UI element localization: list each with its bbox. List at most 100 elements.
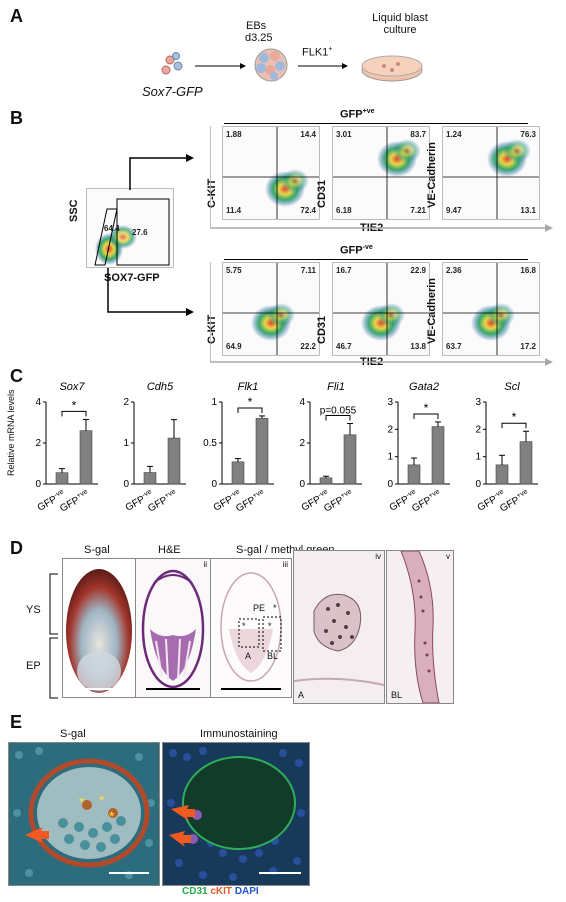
bl-label-iii: BL [267, 651, 279, 661]
quadrant-value-pos-3-2: 76.3 [520, 130, 536, 139]
ssc-axis-label: SSC [68, 199, 80, 222]
bar-ytick-label-3-0: 0 [299, 479, 305, 490]
panel-a-diagram [161, 48, 423, 82]
bar-ytick-label-5-1: 1 [475, 452, 481, 463]
bar-2-0 [231, 461, 245, 485]
svg-text:*: * [109, 808, 115, 824]
a-label-iii: A [245, 651, 252, 661]
quadrant-value-neg-1-2: 7.11 [300, 266, 316, 275]
bar-ytick-label-4-0: 0 [387, 479, 393, 490]
gate-arrows [107, 154, 194, 316]
bar-title-1: Cdh5 [147, 381, 174, 393]
panel-c-label: C [10, 366, 23, 386]
dapi-legend: DAPI [234, 886, 259, 897]
sox7-gfp-label: Sox7-GFP [142, 84, 203, 99]
bar-4-1 [431, 426, 445, 485]
bar-ytick-label-5-2: 2 [475, 424, 481, 435]
bar-ytick-label-4-1: 1 [387, 452, 393, 463]
sig-label-4: * [424, 401, 429, 415]
micrograph-e-immuno [162, 742, 310, 886]
gate-left-value: 64.4 [104, 224, 120, 233]
gating-scatter-plot [86, 188, 174, 268]
quadrant-value-pos-1-4: 72.4 [300, 206, 316, 215]
roman-iv: iv [375, 552, 381, 561]
quadrant-value-pos-1-1: 1.88 [226, 130, 242, 139]
he-label: H&E [158, 544, 181, 556]
bar-ytick-label-1-2: 2 [123, 397, 129, 408]
quadrant-value-pos-1-3: 11.4 [226, 206, 242, 215]
quadrant-value-neg-3-3: 63.7 [446, 342, 462, 351]
bar-ytick-label-3-2: 4 [299, 397, 305, 408]
micrograph-d-ii: ii [135, 558, 211, 698]
bar-ytick-label-0-1: 2 [35, 438, 41, 449]
micrograph-d-iv: iv A [293, 550, 385, 704]
bar-1-0 [143, 472, 157, 485]
flow-plot-neg-1: 5.75 7.11 64.9 22.2 [222, 262, 320, 356]
roman-i: i [130, 560, 132, 569]
quadrant-value-neg-2-1: 16.7 [336, 266, 352, 275]
bar-4-0 [407, 464, 421, 485]
bar-title-5: Scl [504, 381, 520, 393]
bar-ytick-label-1-0: 0 [123, 479, 129, 490]
flow-plot-neg-3: 2.36 16.8 63.7 17.2 [442, 262, 540, 356]
quadrant-value-pos-2-4: 7.21 [410, 206, 426, 215]
roman-v: v [446, 552, 450, 561]
sig-label-2: * [248, 395, 253, 409]
ep-label: EP [26, 660, 41, 672]
micrograph-d-v: v BL [386, 550, 454, 704]
bar-ytick-label-5-0: 0 [475, 479, 481, 490]
a-label-iv: A [298, 690, 305, 700]
ys-ep-bracket [49, 573, 58, 699]
ckit-legend: cKIT [210, 886, 233, 897]
quadrant-value-pos-2-1: 3.01 [336, 130, 352, 139]
flow-plot-pos-3: 1.24 76.3 9.47 13.1 [442, 126, 540, 220]
star-d2: * [242, 621, 246, 631]
gfp-neg-title: GFP-ve [340, 244, 373, 257]
quadrant-value-neg-3-4: 17.2 [520, 342, 536, 351]
mrna-y-label: Relative mRNA levels [6, 389, 16, 476]
quadrant-value-pos-3-3: 9.47 [446, 206, 462, 215]
sig-label-0: * [72, 398, 77, 412]
panel-a-label: A [10, 6, 23, 26]
bar-1-1 [167, 437, 181, 485]
quadrant-value-neg-3-2: 16.8 [520, 266, 536, 275]
bar-3-1 [343, 434, 357, 485]
quadrant-value-neg-2-4: 13.8 [410, 342, 426, 351]
liquid-blast-label: Liquid blast culture [372, 12, 428, 36]
sig-bracket-4 [413, 413, 439, 419]
bar-title-2: Flk1 [238, 381, 259, 393]
star-d3: * [268, 621, 272, 631]
bar-ytick-label-4-2: 2 [387, 424, 393, 435]
bl-label-v: BL [391, 690, 403, 700]
sig-label-3: p=0.055 [320, 406, 357, 417]
bar-ytick-label-2-1: 0.5 [203, 438, 217, 449]
bar-title-3: Fli1 [327, 381, 345, 393]
bar-ytick-label-4-3: 3 [387, 397, 393, 408]
quadrant-value-pos-3-1: 1.24 [446, 130, 462, 139]
panel-d-label: D [10, 538, 23, 558]
gfp-pos-rule [224, 123, 528, 124]
flk1-label: FLK1+ [302, 46, 333, 59]
bar-5-1 [519, 441, 533, 485]
roman-iii: iii [282, 560, 288, 569]
quadrant-value-neg-1-1: 5.75 [226, 266, 242, 275]
sig-bracket-2 [237, 407, 263, 413]
gate-right-value: 27.6 [132, 228, 148, 237]
panel-e-label: E [10, 712, 23, 732]
quadrant-value-pos-3-4: 13.1 [520, 206, 536, 215]
bar-0-0 [55, 472, 69, 485]
day-label: d3.25 [245, 32, 273, 44]
bar-title-4: Gata2 [409, 381, 439, 393]
svg-text:*: * [79, 794, 85, 810]
star-d1: * [273, 603, 277, 613]
bar-title-0: Sox7 [59, 381, 85, 393]
micrograph-e-sgal: * * * [8, 742, 160, 886]
bar-ytick-label-2-0: 0 [211, 479, 217, 490]
sgal-label-d: S-gal [84, 544, 110, 556]
quadrant-value-pos-2-3: 6.18 [336, 206, 352, 215]
bar-ytick-label-2-2: 1 [211, 397, 217, 408]
flow-plot-neg-2: 16.7 22.9 46.7 13.8 [332, 262, 430, 356]
bar-3-0 [319, 477, 333, 485]
pe-label: PE [253, 603, 266, 613]
